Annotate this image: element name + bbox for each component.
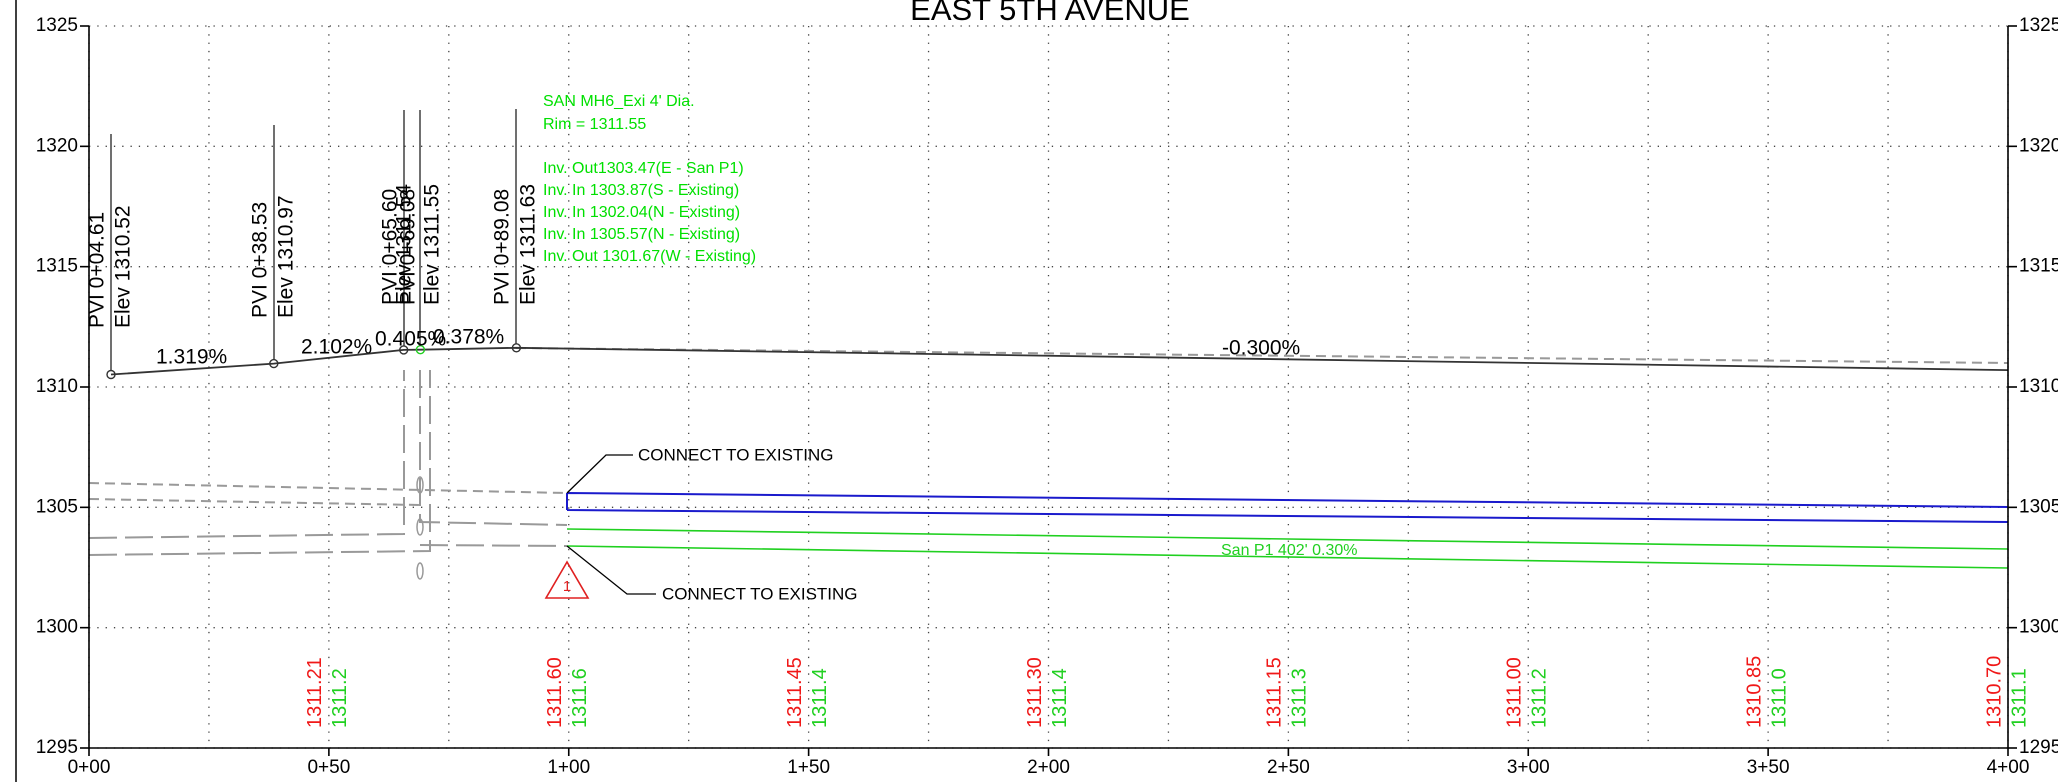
proposed-elevation: 1311.2 xyxy=(1529,668,1551,728)
proposed-elevation: 1311.2 xyxy=(329,668,351,728)
proposed-elevation: 1311.4 xyxy=(809,668,831,728)
manhole-symbol xyxy=(416,562,424,580)
proposed-elevation: 1311.0 xyxy=(1768,668,1790,728)
pipe-label: San P1 402' 0.30% xyxy=(1221,542,1358,559)
grid xyxy=(88,25,2009,749)
y-tick-label: 1300 xyxy=(2019,617,2058,638)
callout: CONNECT TO EXISTING xyxy=(638,445,834,464)
x-tick-label: 0+00 xyxy=(68,757,111,778)
sanitary-pipe xyxy=(566,528,2009,569)
pvi-elevation: Elev 1310.97 xyxy=(275,195,298,318)
y-tick-label: 1325 xyxy=(36,15,78,36)
proposed-elevation: 1311.6 xyxy=(569,668,591,728)
y-tick-label: 1320 xyxy=(36,135,78,156)
x-tick-label: 2+50 xyxy=(1267,757,1310,778)
manhole-invert: Inv. In 1305.57(N - Existing) xyxy=(543,226,740,243)
y-tick-label: 1305 xyxy=(2019,496,2058,517)
existing-elevation: 1311.30 xyxy=(1024,657,1046,728)
axis-frame xyxy=(88,26,2009,749)
existing-pipe xyxy=(419,544,568,547)
callout: CONNECT TO EXISTING xyxy=(662,584,858,603)
manhole-invert: Inv. In 1303.87(S - Existing) xyxy=(543,182,739,199)
x-tick-label: 3+50 xyxy=(1747,757,1790,778)
revision-tag: 1 xyxy=(563,578,571,595)
x-tick-label: 0+50 xyxy=(307,757,350,778)
existing-elevation: 1311.45 xyxy=(784,657,806,728)
y-tick-label: 1295 xyxy=(36,737,78,758)
x-tick-label: 1+50 xyxy=(787,757,830,778)
existing-pipe xyxy=(88,482,568,494)
grade-label: 2.102% xyxy=(301,336,372,359)
manhole-invert: Inv. In 1302.04(N - Existing) xyxy=(543,204,740,221)
profile-line xyxy=(110,346,2009,376)
y-tick-label: 1310 xyxy=(2019,376,2058,397)
pvi-elevation: Elev 1310.52 xyxy=(112,205,135,328)
pvi-station: PVI 0+38.53 xyxy=(249,202,272,318)
x-tick-label: 2+00 xyxy=(1027,757,1070,778)
pvi-station: PVI 0+65.60 xyxy=(379,189,402,305)
existing-elevation: 1310.70 xyxy=(1983,656,2005,728)
pvi-elevation: Elev 1311.54 xyxy=(393,184,416,305)
grade-label: -0.300% xyxy=(1222,337,1300,360)
grade-label: 0.378% xyxy=(433,326,504,349)
manhole-invert: Inv. Out 1301.67(W - Existing) xyxy=(543,248,756,265)
grade-label: 1.319% xyxy=(156,346,227,369)
proposed-elevation: 1311.1 xyxy=(2008,668,2030,728)
existing-pipe xyxy=(88,498,421,506)
manhole-symbol xyxy=(416,518,424,536)
x-tick-label: 1+00 xyxy=(547,757,590,778)
title: EAST 5TH AVENUE xyxy=(910,0,1190,27)
x-tick-label: 4+00 xyxy=(1987,757,2030,778)
y-tick-label: 1325 xyxy=(2019,15,2058,36)
revision-triangle xyxy=(544,560,590,599)
proposed-elevation: 1311.3 xyxy=(1289,668,1311,728)
leader xyxy=(566,454,633,494)
existing-elevation: 1311.00 xyxy=(1504,657,1526,728)
pvi-station: PVI 0+89.08 xyxy=(491,189,514,305)
y-tick-label: 1310 xyxy=(36,376,78,397)
proposed-elevation: 1311.4 xyxy=(1049,668,1071,728)
existing-elevation: 1311.21 xyxy=(304,657,326,728)
existing-elevation: 1311.15 xyxy=(1264,657,1286,728)
pvi-elevation: Elev 1311.55 xyxy=(421,184,444,305)
pvi-markers xyxy=(106,109,522,380)
leader xyxy=(566,545,656,595)
manhole-name: SAN MH6_Exi 4' Dia. xyxy=(543,93,695,110)
existing-ground xyxy=(515,347,2009,364)
grade-label: 0.405% xyxy=(375,328,446,351)
y-tick-label: 1315 xyxy=(2019,256,2058,277)
y-tick-label: 1305 xyxy=(36,496,78,517)
pvi-station: PVI 0+04.61 xyxy=(86,212,109,328)
existing-pipe xyxy=(88,370,405,539)
existing-elevation: 1311.60 xyxy=(544,657,566,728)
existing-pipe xyxy=(88,370,431,556)
y-tick-label: 1315 xyxy=(36,256,78,277)
manhole-symbol xyxy=(416,476,424,494)
y-tick-label: 1320 xyxy=(2019,135,2058,156)
pvi-elevation: Elev 1311.63 xyxy=(517,184,540,305)
water-pipe xyxy=(566,492,2009,523)
manhole-rim: Rim = 1311.55 xyxy=(543,116,646,133)
manhole-invert: Inv. Out1303.47(E - San P1) xyxy=(543,160,744,177)
y-tick-label: 1295 xyxy=(2019,737,2058,758)
existing-elevation: 1310.85 xyxy=(1743,656,1765,728)
x-tick-label: 3+00 xyxy=(1507,757,1550,778)
y-tick-label: 1300 xyxy=(36,617,78,638)
pvi-station: PVI 0+69.08 xyxy=(397,189,420,305)
existing-pipe xyxy=(419,370,568,526)
